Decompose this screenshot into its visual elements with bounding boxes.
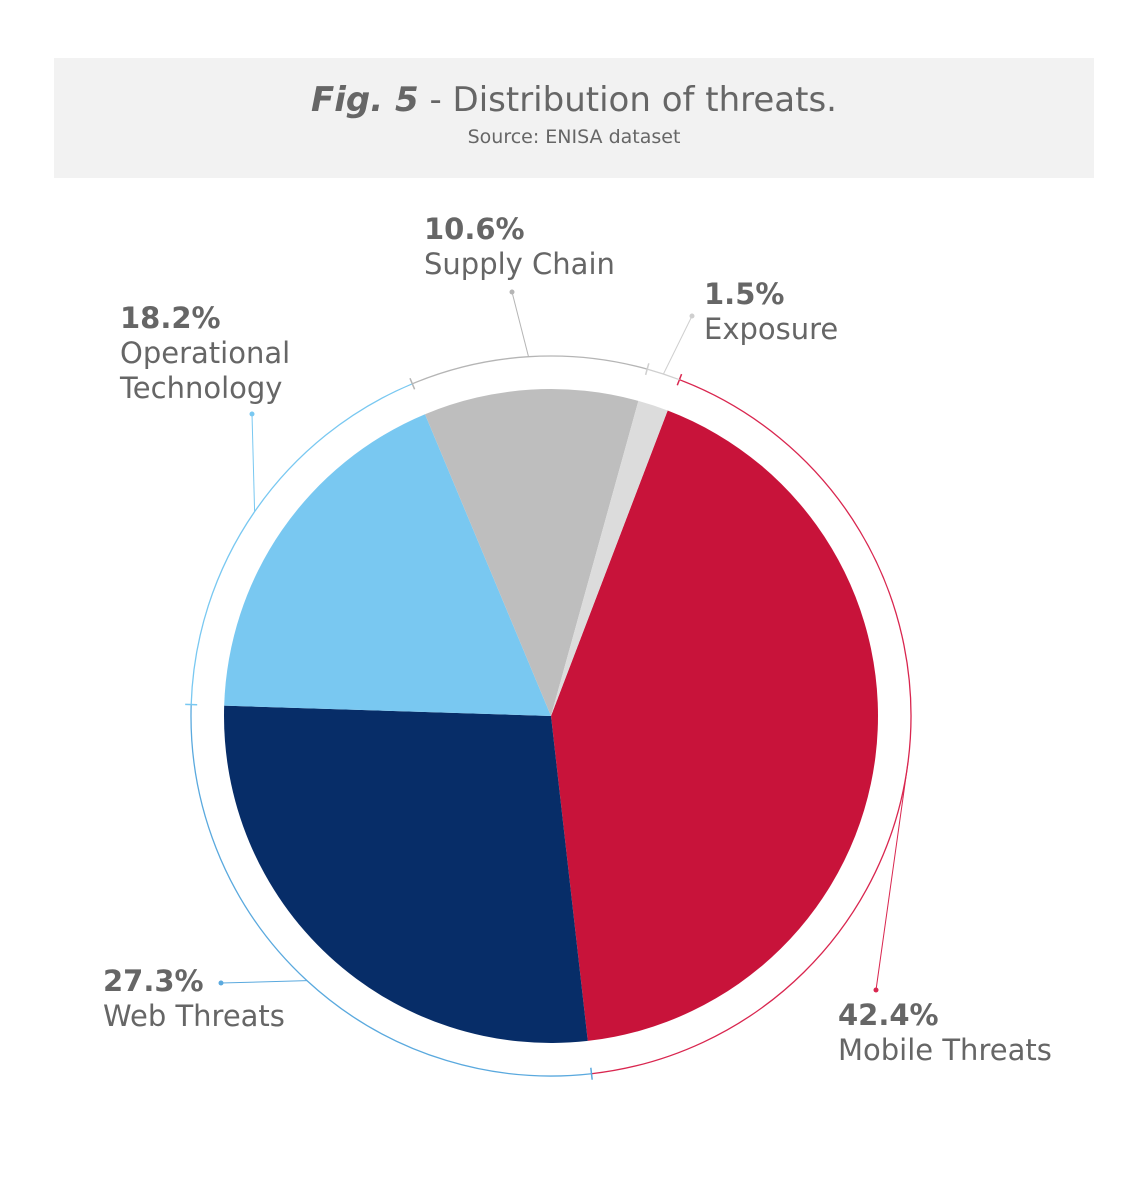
chart-header: Fig. 5 - Distribution of threats. Source… <box>54 58 1094 178</box>
category-label: Exposure <box>704 312 839 346</box>
ring-arc <box>412 355 648 385</box>
leader-line <box>220 980 307 984</box>
ring-arc <box>591 379 912 1075</box>
pct-label: 27.3% <box>103 964 204 998</box>
leader-dot <box>509 289 515 295</box>
leader-line <box>875 761 909 991</box>
category-label-line2: Technology <box>120 371 283 405</box>
pct-label: 10.6% <box>424 212 525 246</box>
pie-slice <box>224 705 588 1043</box>
ring-arc <box>190 383 413 705</box>
category-label: Supply Chain <box>424 247 615 281</box>
label-exposure: 1.5% Exposure <box>704 277 838 347</box>
label-operational-technology: 18.2% Operational Technology <box>120 301 290 406</box>
pct-label: 18.2% <box>120 301 221 335</box>
leader-line <box>251 413 256 512</box>
ring-tick <box>409 377 416 390</box>
label-mobile-threats: 42.4% Mobile Threats <box>838 998 1052 1068</box>
leader-dot <box>873 987 879 993</box>
leader-dot <box>249 411 255 417</box>
category-label-line1: Operational <box>120 336 291 370</box>
chart-title: Fig. 5 - Distribution of threats. <box>54 80 1094 120</box>
title-text: - Distribution of threats. <box>418 80 837 120</box>
figure-number: Fig. 5 <box>311 80 419 120</box>
ring-tick <box>644 363 650 376</box>
leader-dot <box>689 313 695 319</box>
pie-slice <box>551 400 668 716</box>
pie-slice <box>425 389 639 716</box>
ring-tick <box>590 1067 593 1080</box>
leader-line <box>662 315 693 375</box>
ring-arc <box>190 704 592 1077</box>
category-label: Web Threats <box>103 999 285 1033</box>
ring-arc <box>647 368 680 381</box>
category-label: Mobile Threats <box>838 1033 1052 1067</box>
label-supply-chain: 10.6% Supply Chain <box>424 212 615 282</box>
label-web-threats: 27.3% Web Threats <box>103 964 285 1034</box>
leader-line <box>511 291 530 357</box>
leader-dot <box>218 980 224 986</box>
chart-subtitle: Source: ENISA dataset <box>467 126 681 148</box>
pie-slice <box>551 410 878 1041</box>
pct-label: 1.5% <box>704 277 785 311</box>
pie-slice <box>224 414 551 716</box>
pct-label: 42.4% <box>838 998 939 1032</box>
